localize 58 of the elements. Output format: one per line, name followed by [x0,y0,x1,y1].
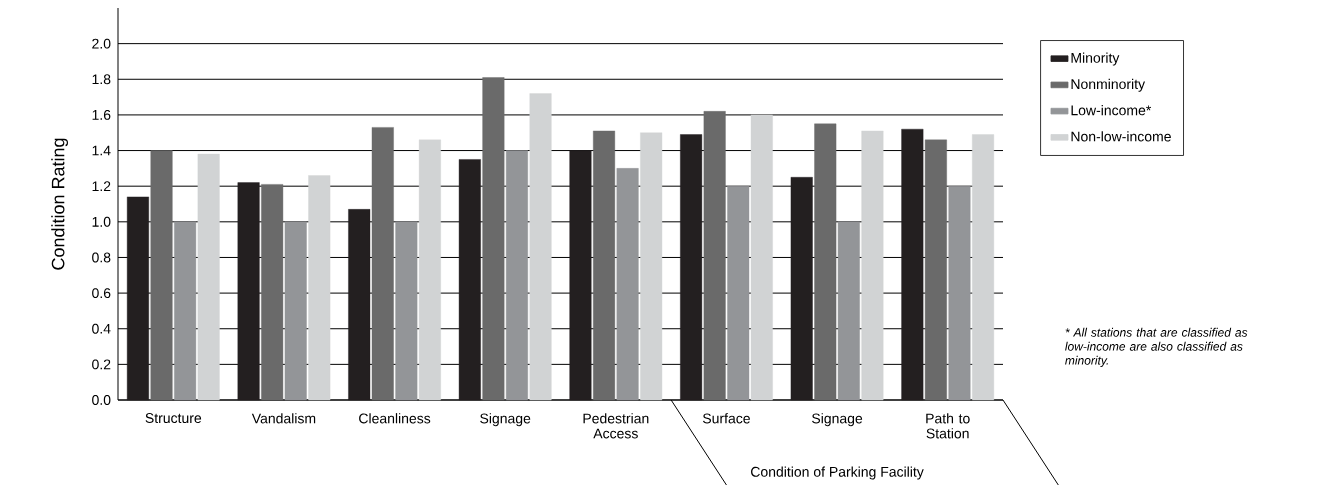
bar [616,168,639,401]
bar [640,132,663,401]
legend-label: Low-income* [1071,105,1152,116]
text: Condition of Parking Facility [751,466,924,480]
bar [948,185,971,401]
bar [861,130,884,401]
bar [395,221,418,401]
bar [814,123,837,401]
x-tick-label: Pedestrian Access [583,413,649,439]
bar [197,153,220,401]
y-tick-label: 1.2 [92,181,111,192]
bar [837,221,860,401]
x-tick-label: Signage [812,413,863,427]
y-tick-label: 0.2 [92,359,111,370]
bar [371,127,394,401]
bar [505,150,528,401]
y-tick-label: 0.0 [92,395,111,405]
x-tick-label: Path to Station [926,413,970,439]
bar [126,196,149,401]
bar [901,128,924,401]
bar [458,159,481,401]
y-tick-label: 1.4 [92,145,111,156]
bar [348,209,371,401]
y-tick-label: 1.8 [92,74,111,85]
x-tick-label: Signage [480,413,531,427]
y-tick-label: 0.6 [92,288,111,299]
bar [727,185,750,401]
bar [308,175,331,401]
bar [174,221,197,401]
text: * All stations that are classified as low-income are also classified as minority. [1065,327,1248,368]
y-axis-title: Condition Rating [51,138,69,270]
legend-label: Non-low-income [1071,131,1171,142]
bar [790,177,813,401]
y-tick-label: 1.0 [92,216,111,227]
y-tick-label: 2.0 [92,38,111,49]
bar [529,93,552,401]
y-tick-label: 0.4 [92,323,111,334]
bar [924,139,947,401]
bar [284,221,307,401]
x-tick-label: Vandalism [251,413,316,424]
legend-label: Nonminority [1071,78,1146,92]
x-tick-label: Structure [145,413,202,424]
bar [750,114,773,401]
bar [150,150,173,401]
bar [703,111,726,401]
legend-label: Minority [1071,52,1120,66]
bar [593,130,616,401]
bar [482,77,505,401]
bar [569,150,592,401]
y-tick-label: 1.6 [92,109,111,120]
bar [972,134,995,401]
bar [237,182,260,401]
x-tick-label: Surface [702,413,750,424]
y-tick-label: 0.8 [92,252,111,263]
bar [261,184,284,401]
bar [680,134,703,401]
bar [418,139,441,401]
x-tick-label: Cleanliness [359,413,431,424]
